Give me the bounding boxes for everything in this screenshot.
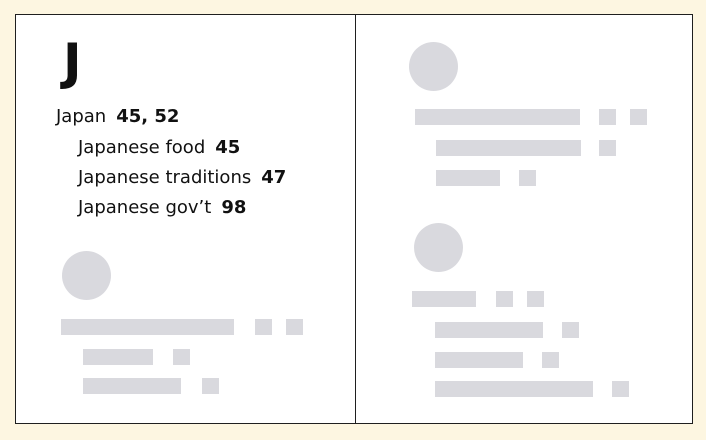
index-subentry: Japanese food 45 [78, 139, 240, 157]
placeholder-page-number [286, 319, 303, 335]
placeholder-letter-circle [414, 223, 463, 272]
placeholder-subentry-bar [435, 352, 523, 368]
placeholder-page-number [496, 291, 513, 307]
index-pages: 47 [261, 167, 287, 188]
right-page [356, 15, 692, 423]
index-subentry: Japanese traditions 47 [78, 169, 286, 187]
placeholder-entry-bar [412, 291, 476, 307]
left-page: J Japan 45, 52 Japanese food 45 Japanese t… [16, 15, 356, 423]
placeholder-letter-circle [409, 42, 458, 91]
index-subentry: Japanese gov’t 98 [78, 199, 246, 217]
placeholder-page-number [599, 140, 616, 156]
placeholder-entry-bar [61, 319, 234, 335]
placeholder-page-number [630, 109, 647, 125]
index-term: Japan [56, 106, 107, 127]
placeholder-page-number [542, 352, 559, 368]
placeholder-page-number [562, 322, 579, 338]
index-term: Japanese gov’t [78, 197, 212, 218]
placeholder-page-number [255, 319, 272, 335]
placeholder-letter-circle [62, 251, 111, 300]
placeholder-page-number [173, 349, 190, 365]
index-pages: 98 [221, 197, 247, 218]
index-term: Japanese traditions [78, 167, 252, 188]
index-entry-main: Japan 45, 52 [56, 108, 179, 126]
placeholder-page-number [519, 170, 536, 186]
placeholder-page-number [612, 381, 629, 397]
placeholder-subentry-bar [83, 378, 181, 394]
open-book: J Japan 45, 52 Japanese food 45 Japanese t… [15, 14, 693, 424]
index-term: Japanese food [78, 137, 206, 158]
placeholder-subentry-bar [435, 322, 543, 338]
placeholder-subentry-bar [436, 140, 581, 156]
placeholder-page-number [527, 291, 544, 307]
index-pages: 45, 52 [116, 106, 180, 127]
placeholder-subentry-bar [435, 381, 593, 397]
placeholder-subentry-bar [436, 170, 500, 186]
index-letter-heading: J [63, 33, 82, 91]
placeholder-page-number [202, 378, 219, 394]
index-pages: 45 [215, 137, 241, 158]
placeholder-entry-bar [415, 109, 580, 125]
placeholder-page-number [599, 109, 616, 125]
placeholder-subentry-bar [83, 349, 153, 365]
